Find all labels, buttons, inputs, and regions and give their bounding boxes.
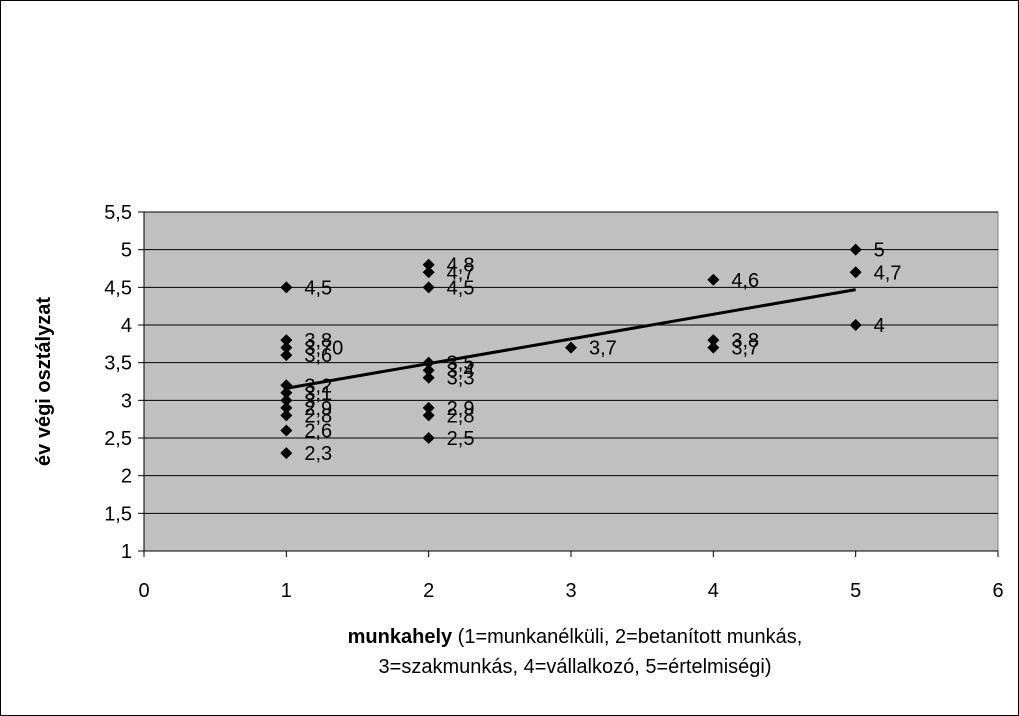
y-tick-label: 5	[121, 240, 132, 262]
data-label: 3	[304, 390, 315, 412]
data-point	[280, 394, 293, 407]
data-point	[280, 386, 293, 399]
y-axis-label: év végi osztályzat	[33, 297, 55, 466]
data-point	[422, 409, 435, 422]
axes	[138, 211, 999, 557]
data-point	[422, 266, 435, 279]
data-label: 4,7	[447, 262, 475, 284]
y-tick-label: 3,5	[104, 353, 132, 375]
x-tick-label: 3	[565, 580, 576, 602]
y-tick-label: 2	[121, 466, 132, 488]
data-point	[280, 447, 293, 460]
data-label: 2,8	[304, 405, 332, 427]
data-label: 3,4	[447, 360, 475, 382]
data-point	[849, 266, 862, 279]
y-tick-label: 5,5	[104, 202, 132, 224]
data-point	[422, 364, 435, 377]
data-label: 5	[874, 240, 885, 262]
data-point	[707, 273, 720, 286]
data-label: 3,3	[447, 368, 475, 390]
data-point	[422, 432, 435, 444]
y-tick-label: 2,5	[104, 428, 132, 450]
data-points	[280, 243, 862, 460]
plot-area	[143, 211, 999, 552]
data-point	[849, 319, 862, 331]
data-point	[422, 371, 435, 384]
data-point	[422, 401, 435, 414]
data-label: 2,9	[447, 398, 475, 420]
data-label: 3,6	[304, 345, 332, 367]
data-point	[849, 243, 862, 256]
data-point	[422, 281, 435, 294]
data-label: 4,8	[447, 255, 475, 277]
data-point	[422, 258, 435, 271]
data-point	[280, 424, 293, 437]
data-point	[280, 409, 293, 422]
x-axis-label: munkahely (1=munkanélküli, 2=betanított …	[150, 622, 1000, 682]
x-axis-label-bold: munkahely	[347, 626, 453, 648]
data-label: 4,7	[874, 262, 902, 284]
data-point	[280, 334, 293, 347]
data-label: 3,8	[304, 330, 332, 352]
x-tick-label: 4	[708, 580, 719, 602]
data-point	[280, 401, 293, 414]
data-label: 2,9	[304, 398, 332, 420]
data-label: 3,7	[731, 338, 759, 360]
x-tick-label: 5	[850, 580, 861, 602]
y-tick-label: 4	[121, 315, 132, 337]
data-label: 4,5	[304, 277, 332, 299]
data-label: 3,70	[304, 338, 343, 360]
tick-labels: 11,522,533,544,555,50 1 2 3 4 5 6	[104, 202, 1003, 602]
data-label: 3,5	[447, 353, 475, 375]
y-tick-label: 3	[121, 390, 132, 412]
x-tick-label: 6	[992, 580, 1003, 602]
x-axis-label-line1: (1=munkanélküli, 2=betanított munkás,	[452, 626, 803, 648]
data-point	[280, 379, 293, 392]
data-label: 3,2	[304, 375, 332, 397]
x-axis-label-line2: 3=szakmunkás, 4=vállalkozó, 5=értelmiség…	[378, 656, 772, 678]
data-point	[280, 341, 293, 354]
trendline	[286, 288, 856, 390]
data-point	[565, 341, 577, 354]
data-point	[707, 341, 720, 354]
data-label: 2,8	[447, 405, 475, 427]
data-label: 4	[874, 315, 885, 337]
data-label: 2,6	[304, 420, 332, 442]
data-label: 2,3	[304, 443, 332, 465]
data-point	[280, 281, 293, 294]
y-tick-label: 1	[121, 541, 132, 563]
data-point	[280, 349, 293, 362]
x-tick-label: 1	[281, 580, 292, 602]
data-label: 2,5	[447, 428, 475, 450]
data-label: 3,8	[731, 330, 759, 352]
y-tick-label: 4,5	[104, 277, 132, 299]
x-tick-label: 0	[138, 580, 149, 602]
data-label: 4,6	[731, 270, 759, 292]
data-labels: 4,53,83,703,63,23,132,92,82,62,34,84,74,…	[304, 240, 901, 465]
data-label: 4,5	[447, 277, 475, 299]
trendline-group	[286, 288, 856, 390]
x-tick-label: 2	[423, 580, 434, 602]
data-label: 3,7	[589, 338, 617, 360]
data-label: 3,1	[304, 383, 332, 405]
data-point	[422, 356, 435, 369]
y-tick-label: 1,5	[104, 503, 132, 525]
data-point	[707, 334, 720, 347]
